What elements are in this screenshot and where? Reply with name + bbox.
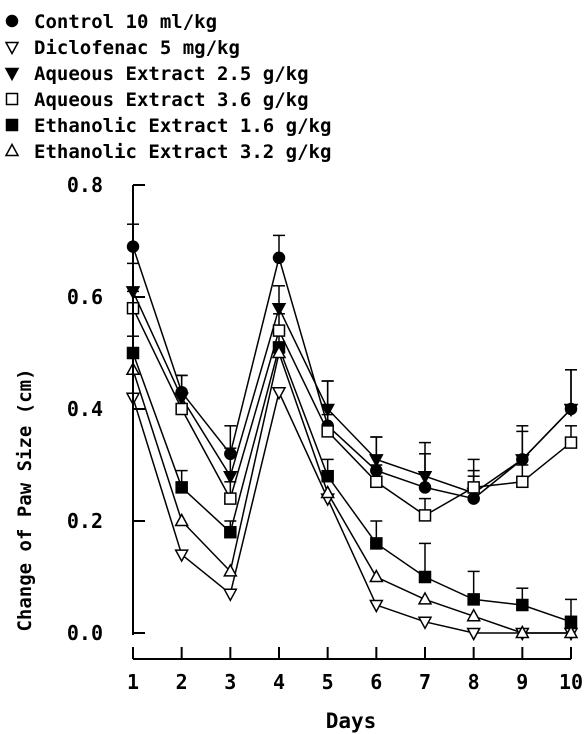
series-3 bbox=[127, 262, 577, 494]
data-point bbox=[174, 392, 189, 406]
series-line bbox=[132, 291, 572, 494]
data-point bbox=[564, 436, 578, 449]
data-point bbox=[563, 403, 579, 418]
data-point bbox=[370, 475, 383, 489]
data-point bbox=[370, 537, 383, 550]
data-point bbox=[320, 403, 335, 418]
data-point bbox=[320, 484, 335, 499]
legend-item: Control 10 ml/kg bbox=[5, 11, 217, 33]
data-point bbox=[516, 598, 529, 612]
data-point bbox=[321, 425, 334, 438]
data-point bbox=[466, 627, 481, 642]
data-point bbox=[223, 588, 238, 602]
data-point bbox=[417, 616, 433, 630]
data-point bbox=[272, 251, 286, 265]
data-point bbox=[515, 624, 530, 639]
legend-item: Aqueous Extract 3.6 g/kg bbox=[5, 89, 309, 111]
data-point bbox=[516, 475, 529, 489]
series-markers-4 bbox=[126, 301, 578, 522]
legend-marker bbox=[5, 92, 19, 106]
x-axis-label: Days bbox=[326, 709, 377, 733]
y-tick-label: 0.8 bbox=[67, 173, 103, 197]
data-point bbox=[467, 593, 480, 606]
data-point bbox=[515, 454, 530, 468]
data-point bbox=[175, 481, 188, 494]
series-line bbox=[132, 307, 572, 517]
x-tick-label: 4 bbox=[273, 670, 285, 694]
x-tick-label: 3 bbox=[224, 670, 236, 694]
legend-label: Aqueous Extract 3.6 g/kg bbox=[34, 89, 309, 111]
data-point bbox=[224, 525, 237, 539]
data-point bbox=[321, 469, 334, 483]
data-point bbox=[175, 402, 188, 416]
data-point bbox=[563, 624, 579, 639]
legend-item: Ethanolic Extract 1.6 g/kg bbox=[5, 115, 331, 137]
legend-label: Aqueous Extract 2.5 g/kg bbox=[34, 63, 309, 85]
y-tick-label: 0.4 bbox=[67, 397, 103, 421]
data-point bbox=[418, 570, 432, 584]
series-4 bbox=[127, 290, 577, 517]
series-line bbox=[132, 246, 572, 500]
legend-marker bbox=[4, 142, 20, 157]
x-tick-label: 10 bbox=[559, 670, 583, 694]
series-markers-6 bbox=[125, 344, 579, 639]
legend-label: Ethanolic Extract 1.6 g/kg bbox=[34, 115, 331, 137]
data-point bbox=[223, 470, 238, 485]
data-point bbox=[369, 568, 384, 583]
data-point bbox=[224, 492, 237, 505]
legend-item: Aqueous Extract 2.5 g/kg bbox=[4, 63, 309, 85]
data-point bbox=[271, 302, 287, 317]
data-point bbox=[417, 470, 433, 485]
series-markers-1 bbox=[126, 240, 578, 505]
legend: Control 10 ml/kg Diclofenac 5 mg/kg Aqueou… bbox=[4, 11, 331, 163]
legend-item: Diclofenac 5 mg/kg bbox=[4, 37, 240, 59]
x-tick-label: 1 bbox=[127, 670, 139, 694]
data-point bbox=[369, 599, 384, 614]
x-tick-label: 9 bbox=[516, 670, 528, 694]
data-point bbox=[369, 454, 384, 468]
series-6 bbox=[132, 350, 571, 634]
axes: Change of Paw Size (cm) Days 0.0 0.2 0.4 0.… bbox=[14, 173, 583, 733]
legend-marker bbox=[4, 41, 20, 56]
data-point bbox=[174, 512, 189, 527]
data-point bbox=[466, 608, 481, 622]
legend-label: Diclofenac 5 mg/kg bbox=[34, 37, 240, 59]
data-point bbox=[271, 344, 287, 359]
data-point bbox=[174, 549, 189, 563]
data-point bbox=[417, 591, 433, 605]
y-tick-label: 0.2 bbox=[67, 509, 103, 533]
x-tick-label: 7 bbox=[419, 670, 431, 694]
legend-item: Ethanolic Extract 3.2 g/kg bbox=[4, 141, 331, 163]
legend-label: Ethanolic Extract 3.2 g/kg bbox=[34, 141, 331, 163]
data-point bbox=[467, 481, 480, 494]
data-point bbox=[418, 509, 432, 522]
y-tick-label: 0.6 bbox=[67, 285, 103, 309]
x-tick-label: 5 bbox=[322, 670, 334, 694]
legend-marker bbox=[5, 118, 19, 132]
series-line bbox=[132, 389, 571, 634]
legend-marker bbox=[5, 14, 19, 28]
series-markers-5 bbox=[126, 341, 578, 629]
series-2 bbox=[132, 389, 571, 634]
x-tick-label: 8 bbox=[468, 670, 480, 694]
y-axis-label: Change of Paw Size (cm) bbox=[14, 368, 36, 631]
legend-label: Control 10 ml/kg bbox=[34, 11, 217, 33]
data-point bbox=[272, 324, 286, 337]
legend-marker bbox=[4, 67, 20, 82]
data-point bbox=[223, 563, 238, 577]
series-5 bbox=[127, 329, 577, 623]
data-point bbox=[271, 386, 287, 401]
series-line bbox=[132, 350, 571, 634]
x-tick-label: 2 bbox=[176, 670, 188, 694]
data-point bbox=[224, 447, 237, 461]
series-line bbox=[132, 344, 572, 623]
plot-area bbox=[125, 223, 579, 642]
series-markers-2 bbox=[125, 386, 579, 642]
y-tick-label: 0.0 bbox=[67, 621, 103, 645]
x-tick-label: 6 bbox=[370, 670, 382, 694]
